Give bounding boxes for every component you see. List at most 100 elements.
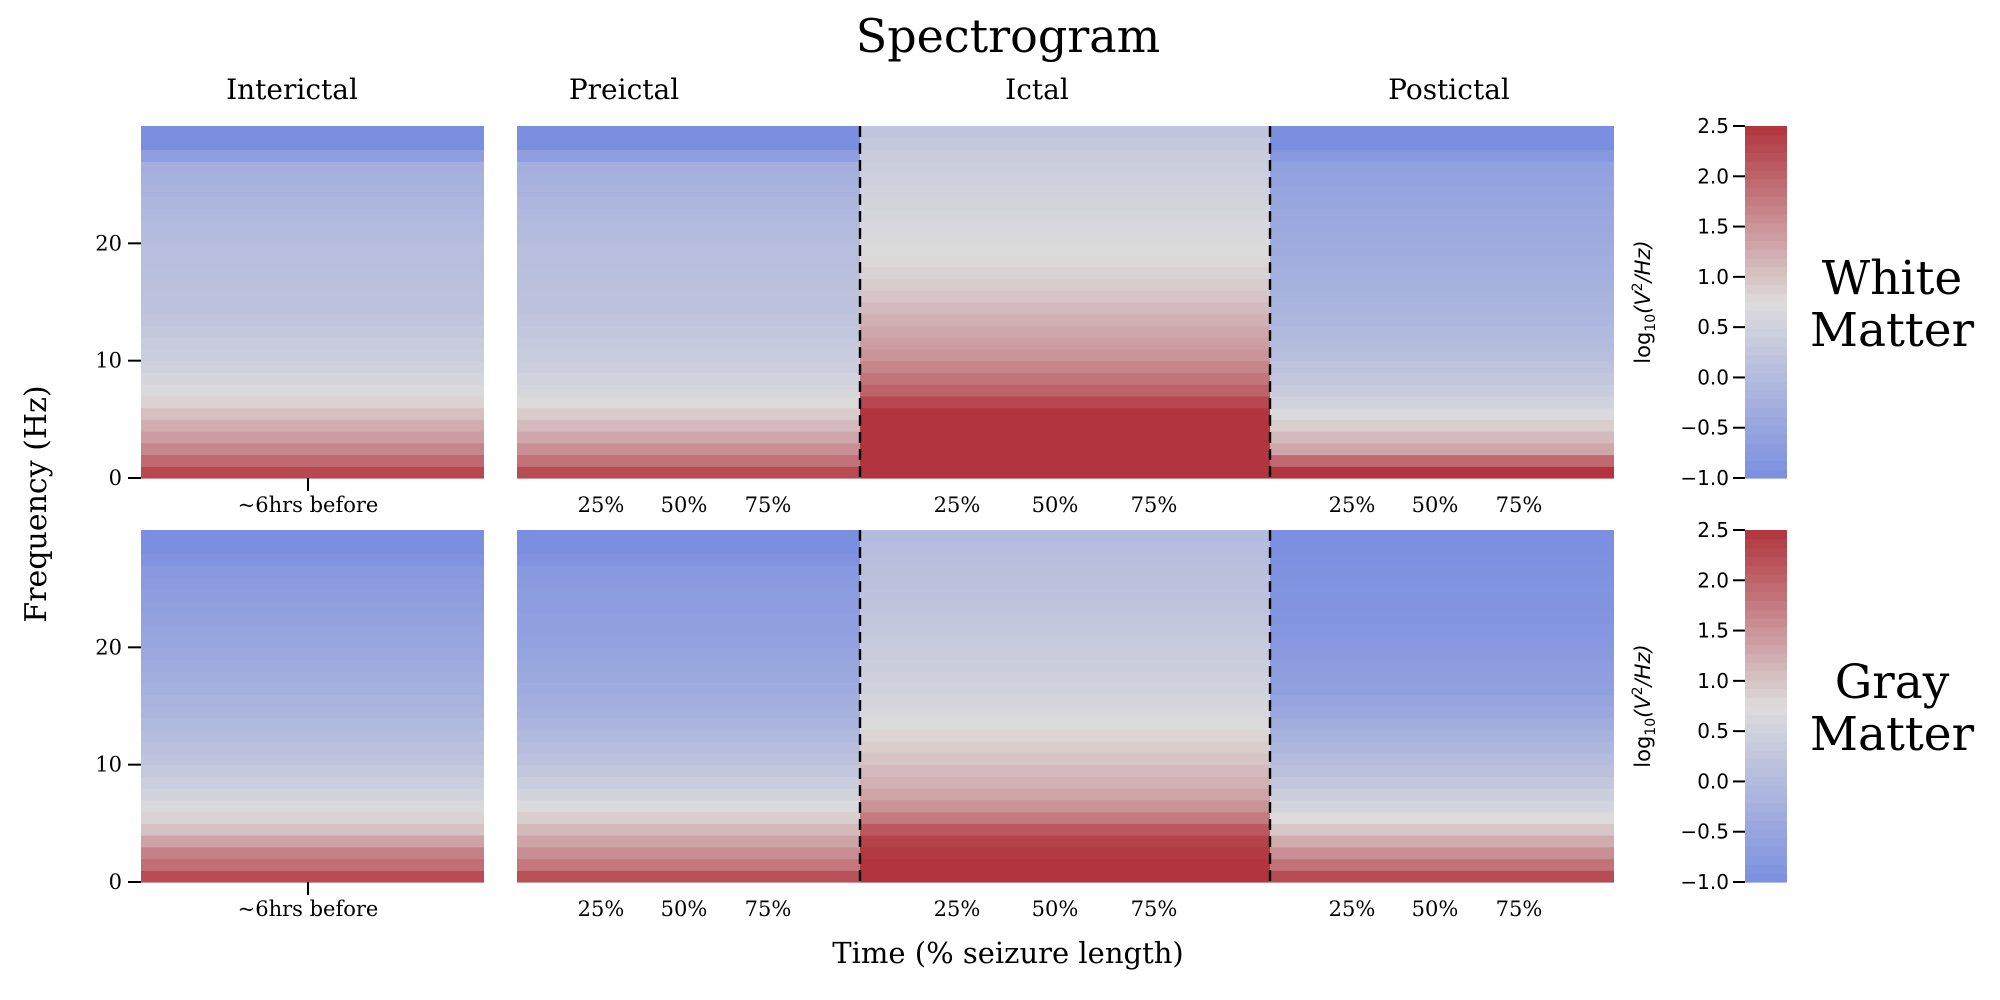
- heatmap-cell: [517, 219, 860, 233]
- heatmap-cell: [860, 670, 1270, 684]
- x-tick-label: 50%: [1412, 493, 1459, 517]
- heatmap-cell: [860, 553, 1270, 566]
- colorbar: −1.0 −0.5 0.0 0.5 1.0 1.5 2.0 2.5 log10(V2/Hz): [1630, 114, 1787, 490]
- heatmap-cell: [1270, 302, 1614, 315]
- heatmap-cell: [860, 348, 1270, 362]
- heatmap-cell: [517, 325, 860, 338]
- colorbar-step: [1745, 416, 1787, 426]
- colorbar-step: [1745, 653, 1787, 663]
- heatmap-cell: [860, 172, 1270, 186]
- colorbar-step: [1745, 143, 1787, 153]
- heatmap-cell: [141, 530, 484, 543]
- heatmap-cell: [860, 442, 1270, 456]
- heatmap-cell: [1270, 776, 1614, 789]
- x-tick-label: 50%: [1032, 897, 1079, 921]
- heatmap-panel-ictal: [860, 126, 1270, 479]
- heatmap-cell: [860, 419, 1270, 432]
- heatmap-cell: [860, 137, 1270, 151]
- heatmap-cell: [860, 647, 1270, 660]
- heatmap-cell: [1270, 219, 1614, 233]
- x-tick-label: 50%: [661, 897, 708, 921]
- colorbar-step: [1745, 714, 1787, 725]
- heatmap-cell: [517, 776, 860, 789]
- heatmap-cell: [860, 835, 1270, 848]
- colorbar-step: [1745, 187, 1787, 197]
- heatmap-cell: [141, 137, 484, 151]
- heatmap-cell: [1270, 266, 1614, 280]
- colorbar-step: [1745, 679, 1787, 689]
- phase-title-ictal: Ictal: [1005, 73, 1069, 106]
- heatmap-cell: [141, 278, 484, 291]
- colorbar-step: [1745, 758, 1787, 769]
- heatmap-cell: [860, 764, 1270, 777]
- heatmap-cell: [517, 682, 860, 695]
- heatmap-cell: [1270, 706, 1614, 719]
- heatmap-cell: [141, 694, 484, 707]
- heatmap-cell: [860, 454, 1270, 467]
- heatmap-cell: [860, 149, 1270, 162]
- colorbar-step: [1745, 811, 1787, 821]
- heatmap-cell: [860, 776, 1270, 789]
- colorbar-tick-label: −1.0: [1680, 466, 1729, 490]
- heatmap-cell: [860, 576, 1270, 590]
- colorbar-step: [1745, 161, 1787, 171]
- heatmap-cell: [860, 811, 1270, 824]
- heatmap-cell: [141, 659, 484, 672]
- colorbar-step: [1745, 214, 1787, 224]
- heatmap-cell: [1270, 659, 1614, 672]
- colorbar: −1.0 −0.5 0.0 0.5 1.0 1.5 2.0 2.5 log10(V2/Hz): [1630, 518, 1787, 894]
- heatmap-cell: [517, 811, 860, 824]
- colorbar-step: [1745, 846, 1787, 857]
- heatmap-cell: [517, 208, 860, 221]
- heatmap-cell: [1270, 395, 1614, 409]
- heatmap-cell: [860, 126, 1270, 139]
- heatmap-cell: [141, 623, 484, 637]
- heatmap-cell: [141, 313, 484, 327]
- heatmap-cell: [860, 161, 1270, 174]
- heatmap-cell: [860, 431, 1270, 444]
- row-label-line2: Matter: [1810, 707, 1975, 762]
- heatmap-cell: [1270, 126, 1614, 139]
- heatmap-cell: [1270, 553, 1614, 566]
- heatmap-cell: [517, 243, 860, 256]
- heatmap-cell: [860, 266, 1270, 280]
- colorbar-step: [1745, 284, 1787, 294]
- heatmap-cell: [860, 741, 1270, 754]
- heatmap-cell: [517, 635, 860, 648]
- heatmap-cell: [860, 612, 1270, 625]
- heatmap-cell: [517, 858, 860, 871]
- heatmap-cell: [860, 290, 1270, 303]
- heatmap-cell: [141, 172, 484, 186]
- heatmap-cell: [1270, 161, 1614, 174]
- colorbar-tick-label: 1.5: [1697, 619, 1729, 643]
- heatmap-cell: [1270, 764, 1614, 777]
- heatmap-panel-preictal: [517, 126, 860, 479]
- heatmap-cell: [517, 623, 860, 637]
- heatmap-cell: [1270, 635, 1614, 648]
- heatmap-cell: [860, 395, 1270, 409]
- x-tick-label: 75%: [745, 493, 792, 517]
- colorbar-tick-label: 0.5: [1697, 315, 1729, 339]
- heatmap-cell: [141, 600, 484, 613]
- colorbar-tick-label: −1.0: [1680, 870, 1729, 894]
- x-tick-label: 25%: [578, 493, 625, 517]
- heatmap-cell: [860, 600, 1270, 613]
- colorbar-step: [1745, 556, 1787, 566]
- heatmap-cell: [1270, 682, 1614, 695]
- colorbar-step: [1745, 626, 1787, 637]
- heatmap-cell: [517, 419, 860, 432]
- heatmap-cell: [1270, 348, 1614, 362]
- heatmap-cell: [141, 407, 484, 420]
- heatmap-cell: [860, 530, 1270, 543]
- heatmap-cell: [1270, 670, 1614, 684]
- heatmap-cell: [517, 149, 860, 162]
- heatmap-cell: [860, 243, 1270, 256]
- colorbar-step: [1745, 855, 1787, 865]
- heatmap-cell: [860, 302, 1270, 315]
- colorbar-step: [1745, 547, 1787, 557]
- heatmap-cell: [141, 196, 484, 209]
- heatmap-cell: [860, 858, 1270, 871]
- x-tick-label-interictal: ~6hrs before: [238, 493, 379, 517]
- colorbar-tick-label: 2.5: [1697, 518, 1729, 542]
- heatmap-cell: [860, 184, 1270, 197]
